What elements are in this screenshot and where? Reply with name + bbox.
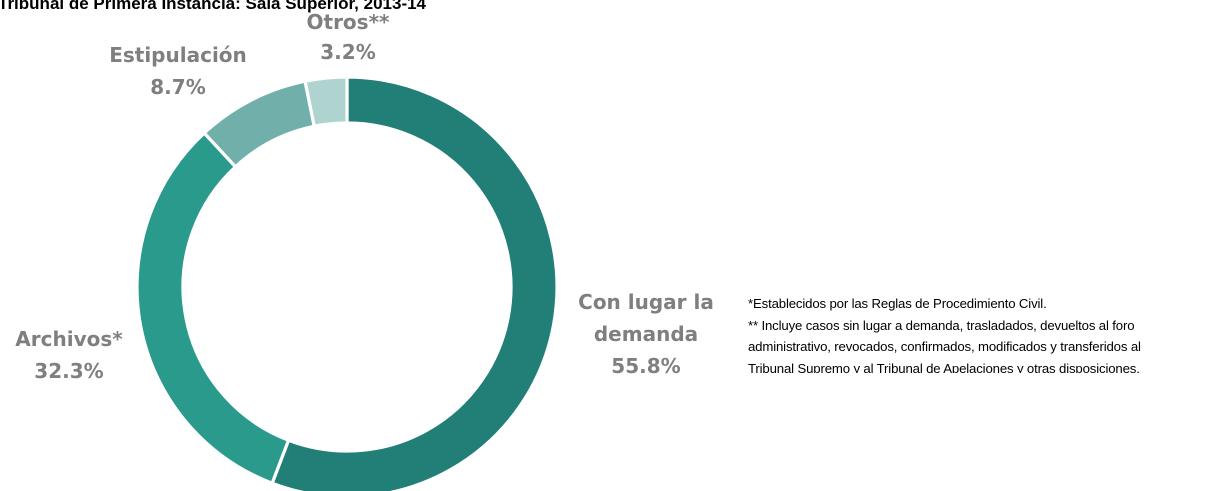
footnote-line-4: Tribunal Supremo y al Tribunal de Apelac… bbox=[748, 360, 1140, 374]
slice-category-label-4: Otros** bbox=[307, 10, 391, 34]
footnote-line-1: *Establecidos por las Reglas de Procedim… bbox=[748, 296, 1047, 311]
slice-labels: Con lugar la demanda 55.8% Archivos* 32.3% Es… bbox=[15, 10, 714, 383]
donut-slice-1 bbox=[270, 75, 559, 491]
slice-category-label-2: Archivos* bbox=[15, 327, 123, 351]
donut-slices bbox=[135, 75, 559, 491]
slice-value-label-3: 8.7% bbox=[150, 75, 205, 99]
slice-value-label-4: 3.2% bbox=[320, 40, 375, 64]
chart-title: Tribunal de Primera Instancia: Sala Supe… bbox=[0, 0, 427, 13]
donut-slice-4 bbox=[303, 75, 349, 129]
footnote-line-2: ** Incluye casos sin lugar a demanda, tr… bbox=[748, 317, 1135, 333]
slice-category-label-1: demanda bbox=[594, 322, 698, 346]
footnote-line-3: administrativo, revocados, confirmados, … bbox=[748, 339, 1141, 354]
slice-value-label-2: 32.3% bbox=[34, 359, 103, 383]
donut-slice-2 bbox=[135, 130, 291, 486]
slice-value-label-1: 55.8% bbox=[611, 354, 680, 378]
slice-category-label-3: Estipulación bbox=[109, 43, 247, 67]
slice-category-label-1: Con lugar la bbox=[578, 290, 714, 314]
footnotes: *Establecidos por las Reglas de Procedim… bbox=[748, 293, 1217, 373]
